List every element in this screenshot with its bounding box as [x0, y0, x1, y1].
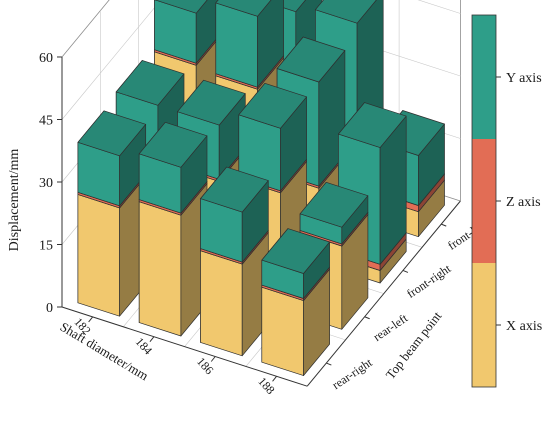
x-tick-label: 186: [194, 354, 216, 377]
legend-label: Z axis: [506, 195, 541, 210]
legend-colorbar: Y axis Z axis X axis: [471, 14, 542, 388]
bar-188-rear-left-y-axis: [299, 181, 369, 245]
y-tick-label: front-right: [404, 261, 454, 301]
z-tick-label: 60: [39, 51, 53, 66]
y-tick-label: rear-left: [371, 311, 411, 344]
bar-182-rear-right-y-axis: [77, 110, 147, 207]
z-tick-label: 30: [39, 176, 53, 191]
x-axis-label: Shaft diameter/mm: [58, 319, 151, 383]
legend-swatch-y-axis: [472, 15, 496, 139]
bar-184-front-right-y-axis: [215, 0, 284, 88]
z-tick-label: 0: [46, 301, 53, 316]
z-axis-label: Displacement/mm: [7, 149, 22, 252]
bar-186-rear-left-y-axis: [238, 82, 307, 192]
z-tick-label: 15: [39, 238, 53, 253]
bar-188-rear-right-y-axis: [261, 228, 330, 299]
legend-label: Y axis: [506, 71, 542, 86]
bars: [77, 0, 445, 376]
legend-swatch-x-axis: [472, 263, 496, 387]
legend-label: X axis: [506, 319, 542, 334]
z-tick-label: 45: [39, 113, 53, 128]
x-tick-label: 184: [133, 335, 155, 358]
bar-184-rear-right-y-axis: [138, 121, 208, 214]
y-tick-label: rear-right: [330, 355, 376, 392]
bar-186-rear-right-y-axis: [200, 166, 269, 263]
legend-swatch-z-axis: [472, 139, 496, 263]
x-tick-label: 188: [255, 374, 277, 397]
